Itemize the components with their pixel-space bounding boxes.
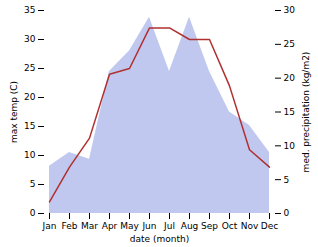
- svg-text:Feb: Feb: [62, 221, 78, 231]
- svg-text:10: 10: [284, 141, 296, 151]
- svg-text:5: 5: [284, 175, 290, 185]
- svg-text:Aug: Aug: [181, 221, 199, 231]
- svg-text:15: 15: [24, 121, 35, 131]
- svg-text:Oct: Oct: [222, 221, 238, 231]
- svg-text:Dec: Dec: [261, 221, 278, 231]
- svg-text:Apr: Apr: [102, 221, 118, 231]
- svg-text:0: 0: [30, 208, 36, 218]
- svg-text:May: May: [120, 221, 139, 231]
- svg-text:0: 0: [284, 208, 290, 218]
- svg-text:max temp (C): max temp (C): [9, 81, 19, 143]
- svg-text:30: 30: [284, 5, 296, 15]
- svg-text:15: 15: [284, 107, 295, 117]
- svg-text:Mar: Mar: [81, 221, 98, 231]
- svg-text:5: 5: [30, 179, 36, 189]
- svg-text:Jan: Jan: [42, 221, 57, 231]
- svg-text:25: 25: [284, 39, 295, 49]
- svg-text:Jul: Jul: [163, 221, 175, 231]
- svg-text:med. precipitation (kg/m2): med. precipitation (kg/m2): [301, 52, 311, 173]
- svg-text:30: 30: [24, 34, 36, 44]
- svg-text:Sep: Sep: [201, 221, 218, 231]
- svg-text:10: 10: [24, 150, 36, 160]
- svg-text:35: 35: [24, 5, 35, 15]
- svg-text:date (month): date (month): [130, 234, 189, 244]
- svg-text:20: 20: [284, 73, 296, 83]
- svg-text:25: 25: [24, 63, 35, 73]
- svg-text:Nov: Nov: [241, 221, 259, 231]
- svg-text:Jun: Jun: [141, 221, 156, 231]
- svg-text:20: 20: [24, 92, 36, 102]
